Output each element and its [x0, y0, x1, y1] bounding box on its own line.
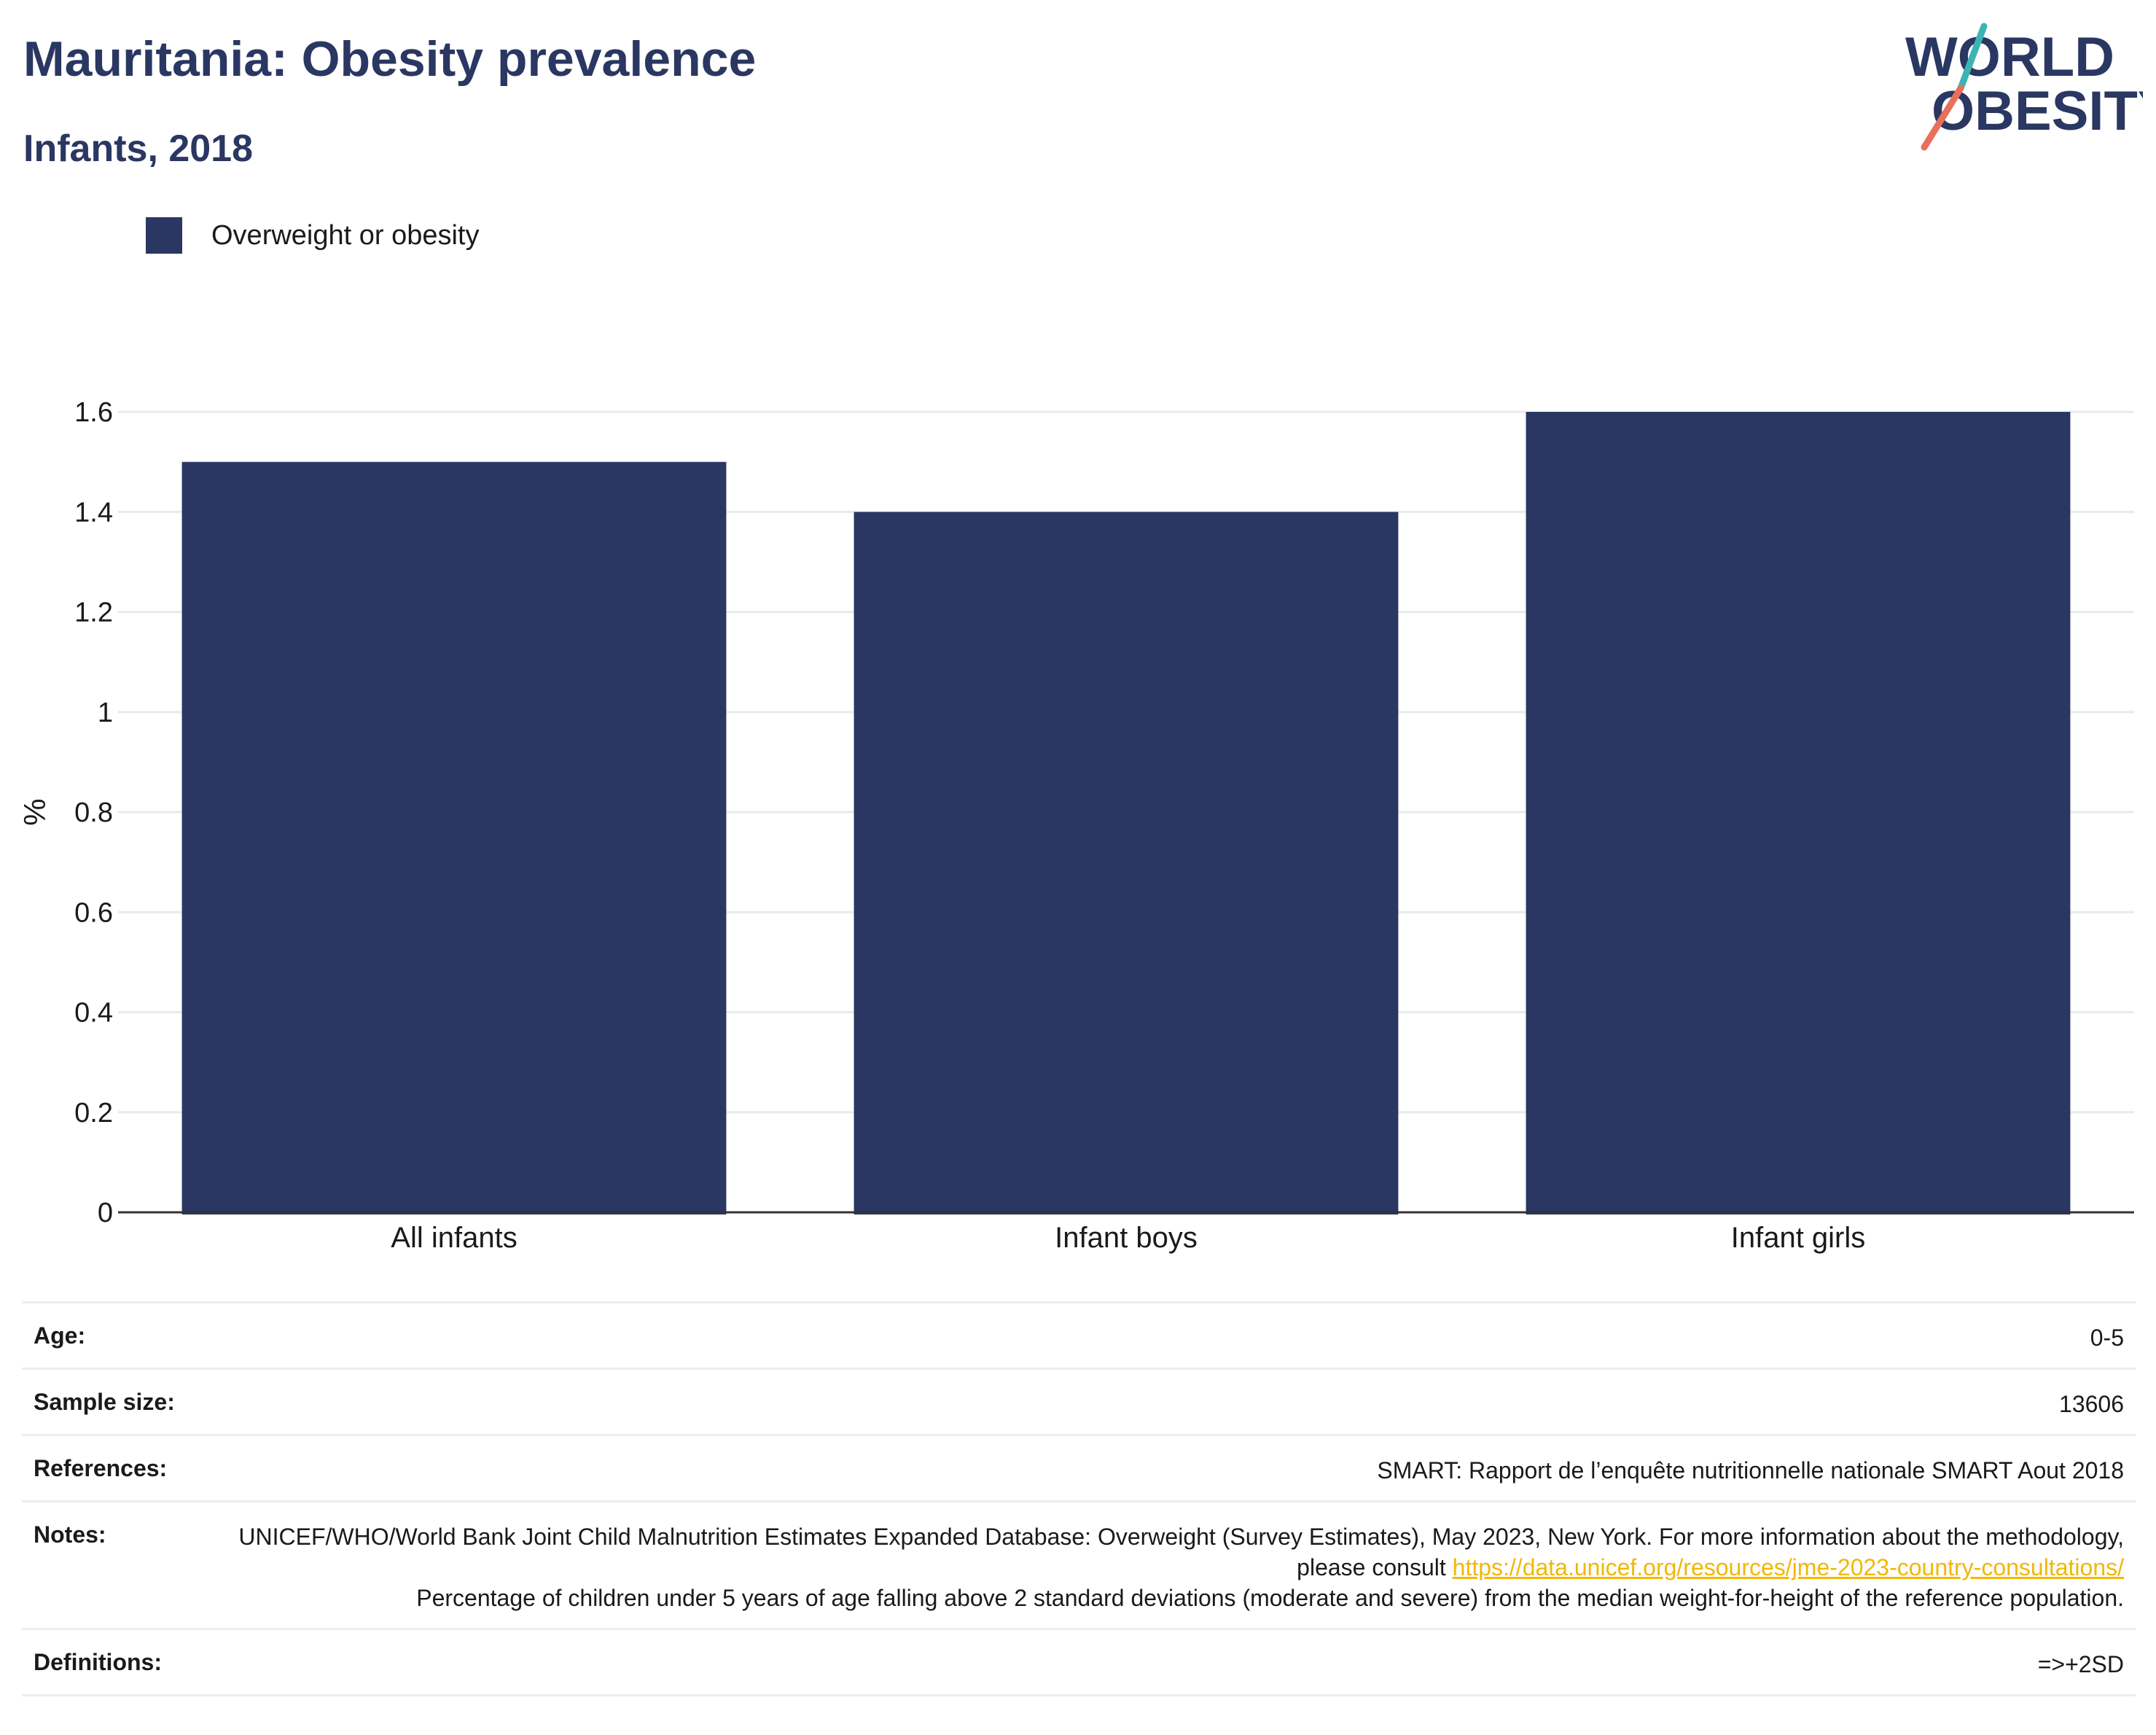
bar	[181, 461, 727, 1214]
details-row-references: References: SMART: Rapport de l’enquête …	[22, 1434, 2136, 1502]
y-tick-label: 0.2	[74, 1098, 113, 1128]
x-tick-label: Infant boys	[1055, 1222, 1198, 1254]
legend-label: Overweight or obesity	[211, 219, 480, 251]
bar	[854, 512, 1399, 1214]
methodology-link[interactable]: https://data.unicef.org/resources/jme-20…	[1452, 1554, 2124, 1580]
chart-legend: Overweight or obesity	[146, 217, 480, 254]
y-tick-label: 0.8	[74, 798, 113, 828]
sample-size-value: 13606	[186, 1368, 2136, 1435]
y-tick-label: 1.2	[74, 598, 113, 628]
svg-text:WORLD: WORLD	[1905, 26, 2114, 88]
legend-swatch	[146, 217, 182, 254]
details-row-notes: Notes: UNICEF/WHO/World Bank Joint Child…	[22, 1500, 2136, 1629]
bar-chart: 0 0.2 0.4 0.6 0.8 1 1.2 1.4 1.6 All infants Infant…	[17, 397, 2134, 1254]
y-tick-label: 1.6	[74, 397, 113, 428]
x-tick-label: All infants	[391, 1222, 517, 1254]
definitions-value: =>+2SD	[186, 1628, 2136, 1696]
svg-text:OBESITY: OBESITY	[1932, 80, 2143, 142]
notes-value: UNICEF/WHO/World Bank Joint Child Malnut…	[186, 1500, 2136, 1629]
age-label: Age:	[22, 1301, 187, 1369]
world-obesity-logo: WORLD OBESITY	[1902, 19, 2156, 157]
references-value: SMART: Rapport de l’enquête nutritionnel…	[186, 1434, 2136, 1502]
bar	[1526, 412, 2071, 1214]
y-tick-label: 1	[98, 698, 113, 728]
notes-label: Notes:	[22, 1500, 187, 1629]
references-label: References:	[22, 1434, 187, 1502]
y-tick-label: 1.4	[74, 497, 113, 528]
chart-subtitle: Infants, 2018	[23, 128, 254, 170]
y-tick-label: 0.4	[74, 998, 113, 1029]
definitions-label: Definitions:	[22, 1628, 187, 1696]
chart-title: Mauritania: Obesity prevalence	[23, 31, 757, 87]
details-table: Age: 0-5 Sample size: 13606 References: …	[22, 1301, 2136, 1696]
details-row-sample-size: Sample size: 13606	[22, 1368, 2136, 1435]
y-axis-label: %	[17, 798, 52, 825]
x-tick-label: Infant girls	[1731, 1222, 1866, 1254]
world-obesity-logo-graphic: WORLD OBESITY	[1905, 23, 2156, 151]
details-row-definitions: Definitions: =>+2SD	[22, 1628, 2136, 1696]
notes-text: UNICEF/WHO/World Bank Joint Child Malnut…	[238, 1524, 2124, 1580]
notes-definition-text: Percentage of children under 5 years of …	[416, 1585, 2124, 1611]
details-row-age: Age: 0-5	[22, 1301, 2136, 1369]
y-tick-label: 0.6	[74, 897, 113, 928]
y-tick-label: 0	[98, 1198, 113, 1228]
sample-size-label: Sample size:	[22, 1368, 187, 1435]
age-value: 0-5	[186, 1301, 2136, 1369]
